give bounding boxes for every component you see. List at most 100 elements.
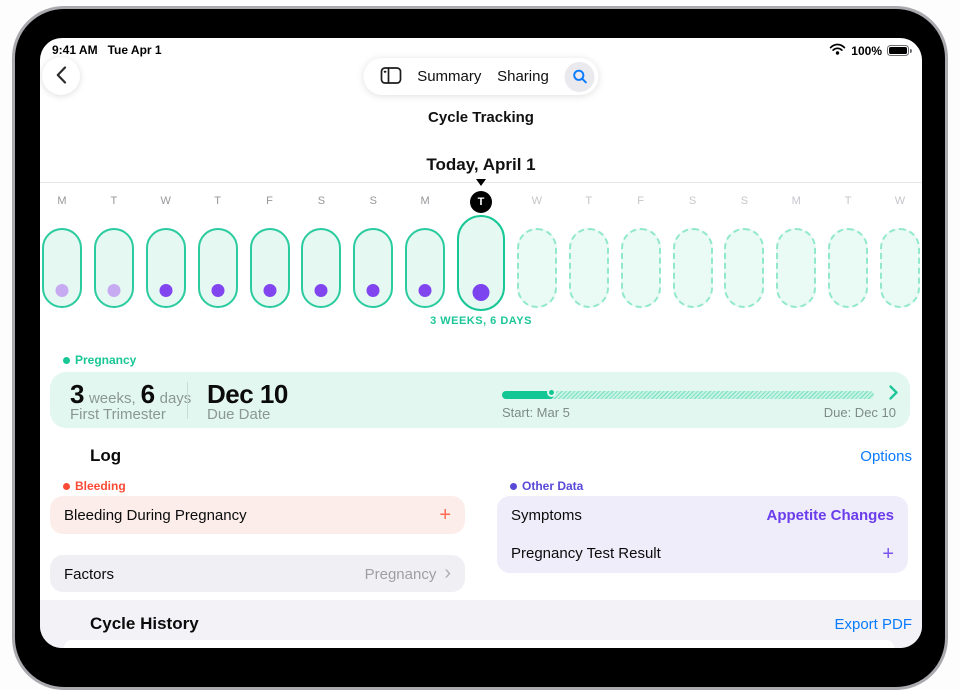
symptoms-label: Symptoms [511,506,582,524]
due-date-label: Due Date [207,406,271,423]
day-oval [457,215,505,311]
day-letter: T [585,195,593,207]
factors-row[interactable]: Factors Pregnancy › [50,555,465,592]
bleeding-item-label: Bleeding During Pregnancy [64,506,247,524]
day-oval [672,228,713,308]
battery-icon [887,45,912,56]
other-data-section-label: Other Data [510,479,583,493]
options-link[interactable]: Options [860,447,912,465]
chevron-left-icon [56,65,67,87]
day-cell[interactable]: W [880,188,920,311]
day-cell[interactable]: T [828,188,869,311]
day-letter: S [740,195,749,207]
day-cell[interactable]: S [353,188,394,311]
export-pdf-link[interactable]: Export PDF [834,615,912,633]
cycle-history-title: Cycle History [90,614,199,633]
battery-percent: 100% [851,43,882,58]
bleeding-dot-icon [63,482,70,490]
day-cell[interactable]: W [145,188,186,311]
log-entry-dot [263,284,276,297]
factors-label: Factors [64,565,115,583]
cycle-history-card[interactable] [64,640,894,648]
divider [187,382,188,419]
day-cell[interactable]: F [249,188,290,311]
day-letter: M [791,195,801,207]
day-oval [249,228,290,308]
bleeding-label-text: Bleeding [75,479,126,493]
log-entry-dot [107,284,121,297]
day-cell[interactable]: T [568,188,609,311]
due-date-value: Dec 10 [207,379,288,409]
add-bleeding-button[interactable]: + [439,504,451,526]
day-oval [145,228,186,308]
today-pointer-icon [476,179,486,186]
day-cell[interactable]: W [516,188,557,311]
symptoms-row[interactable]: Symptoms Appetite Changes [497,496,908,535]
log-header: Log Options [90,446,912,466]
clock: 9:41 AM [52,43,98,57]
pregnancy-test-label: Pregnancy Test Result [511,545,661,563]
log-title: Log [90,446,122,465]
day-cell[interactable]: M [776,188,817,311]
log-entry-dot [55,284,69,297]
day-letter: W [531,195,543,207]
day-cell[interactable]: S [672,188,713,311]
day-cell[interactable]: F [620,188,661,311]
other-data-label-text: Other Data [522,479,584,493]
add-pregnancy-test-button[interactable]: + [882,542,894,565]
symptoms-value[interactable]: Appetite Changes [766,506,894,524]
log-entry-dot [472,284,490,301]
day-oval [568,228,609,308]
day-letter: M [420,195,430,207]
progress-track [502,388,874,399]
today-heading[interactable]: Today, April 1 [426,155,536,174]
day-cell[interactable]: T [197,188,238,311]
sidebar-icon [380,66,402,87]
progress-due-caption: Due: Dec 10 [823,405,896,420]
search-button[interactable] [564,61,595,92]
cycle-duration-caption: 3 WEEKS, 6 DAYS [430,315,532,327]
day-oval [724,228,765,308]
day-cell[interactable]: M [405,188,446,311]
progress-marker [547,388,557,397]
bleeding-log-card[interactable]: Bleeding During Pregnancy + [50,496,465,534]
day-cell[interactable]: T [93,188,134,311]
day-cell[interactable]: S [724,188,765,311]
day-letter: F [637,195,644,207]
day-oval [776,228,817,308]
other-data-card: Symptoms Appetite Changes Pregnancy Test… [497,496,908,573]
status-bar-right: 100% [829,43,912,58]
back-button[interactable] [42,57,80,95]
progress-start-caption: Start: Mar 5 [502,405,570,420]
wifi-icon [829,43,846,58]
day-letter: T [844,195,852,207]
day-letter: S [317,195,326,207]
day-letter: M [57,195,67,207]
progress-fill [502,391,555,399]
day-oval [301,228,342,308]
pregnancy-dot-icon [63,356,70,364]
pregnancy-test-row[interactable]: Pregnancy Test Result + [497,535,908,574]
log-entry-dot [314,284,328,297]
trimester-label: First Trimester [70,406,166,423]
pregnancy-label-text: Pregnancy [75,353,137,367]
day-cell[interactable]: S [301,188,342,311]
day-oval [620,228,661,308]
day-cell[interactable]: M [42,188,82,311]
cycle-history-section: Cycle History Export PDF [40,600,922,648]
day-oval [516,228,557,308]
pregnancy-section-label: Pregnancy [63,353,136,367]
chevron-right-icon[interactable] [889,385,898,405]
sidebar-toggle-button[interactable] [380,66,402,87]
day-cell[interactable]: T [457,179,505,311]
log-entry-dot [366,284,380,297]
ipad-frame: 9:41 AM Tue Apr 1 100% [12,6,948,690]
date: Tue Apr 1 [107,43,162,57]
day-oval [42,228,82,308]
tab-sharing[interactable]: Sharing [497,68,549,85]
tab-summary[interactable]: Summary [417,68,482,85]
day-oval [405,228,446,308]
pregnancy-summary-card[interactable]: 3 weeks, 6 days First Trimester Dec 10 D… [50,372,910,428]
today-day-badge: T [470,191,492,213]
